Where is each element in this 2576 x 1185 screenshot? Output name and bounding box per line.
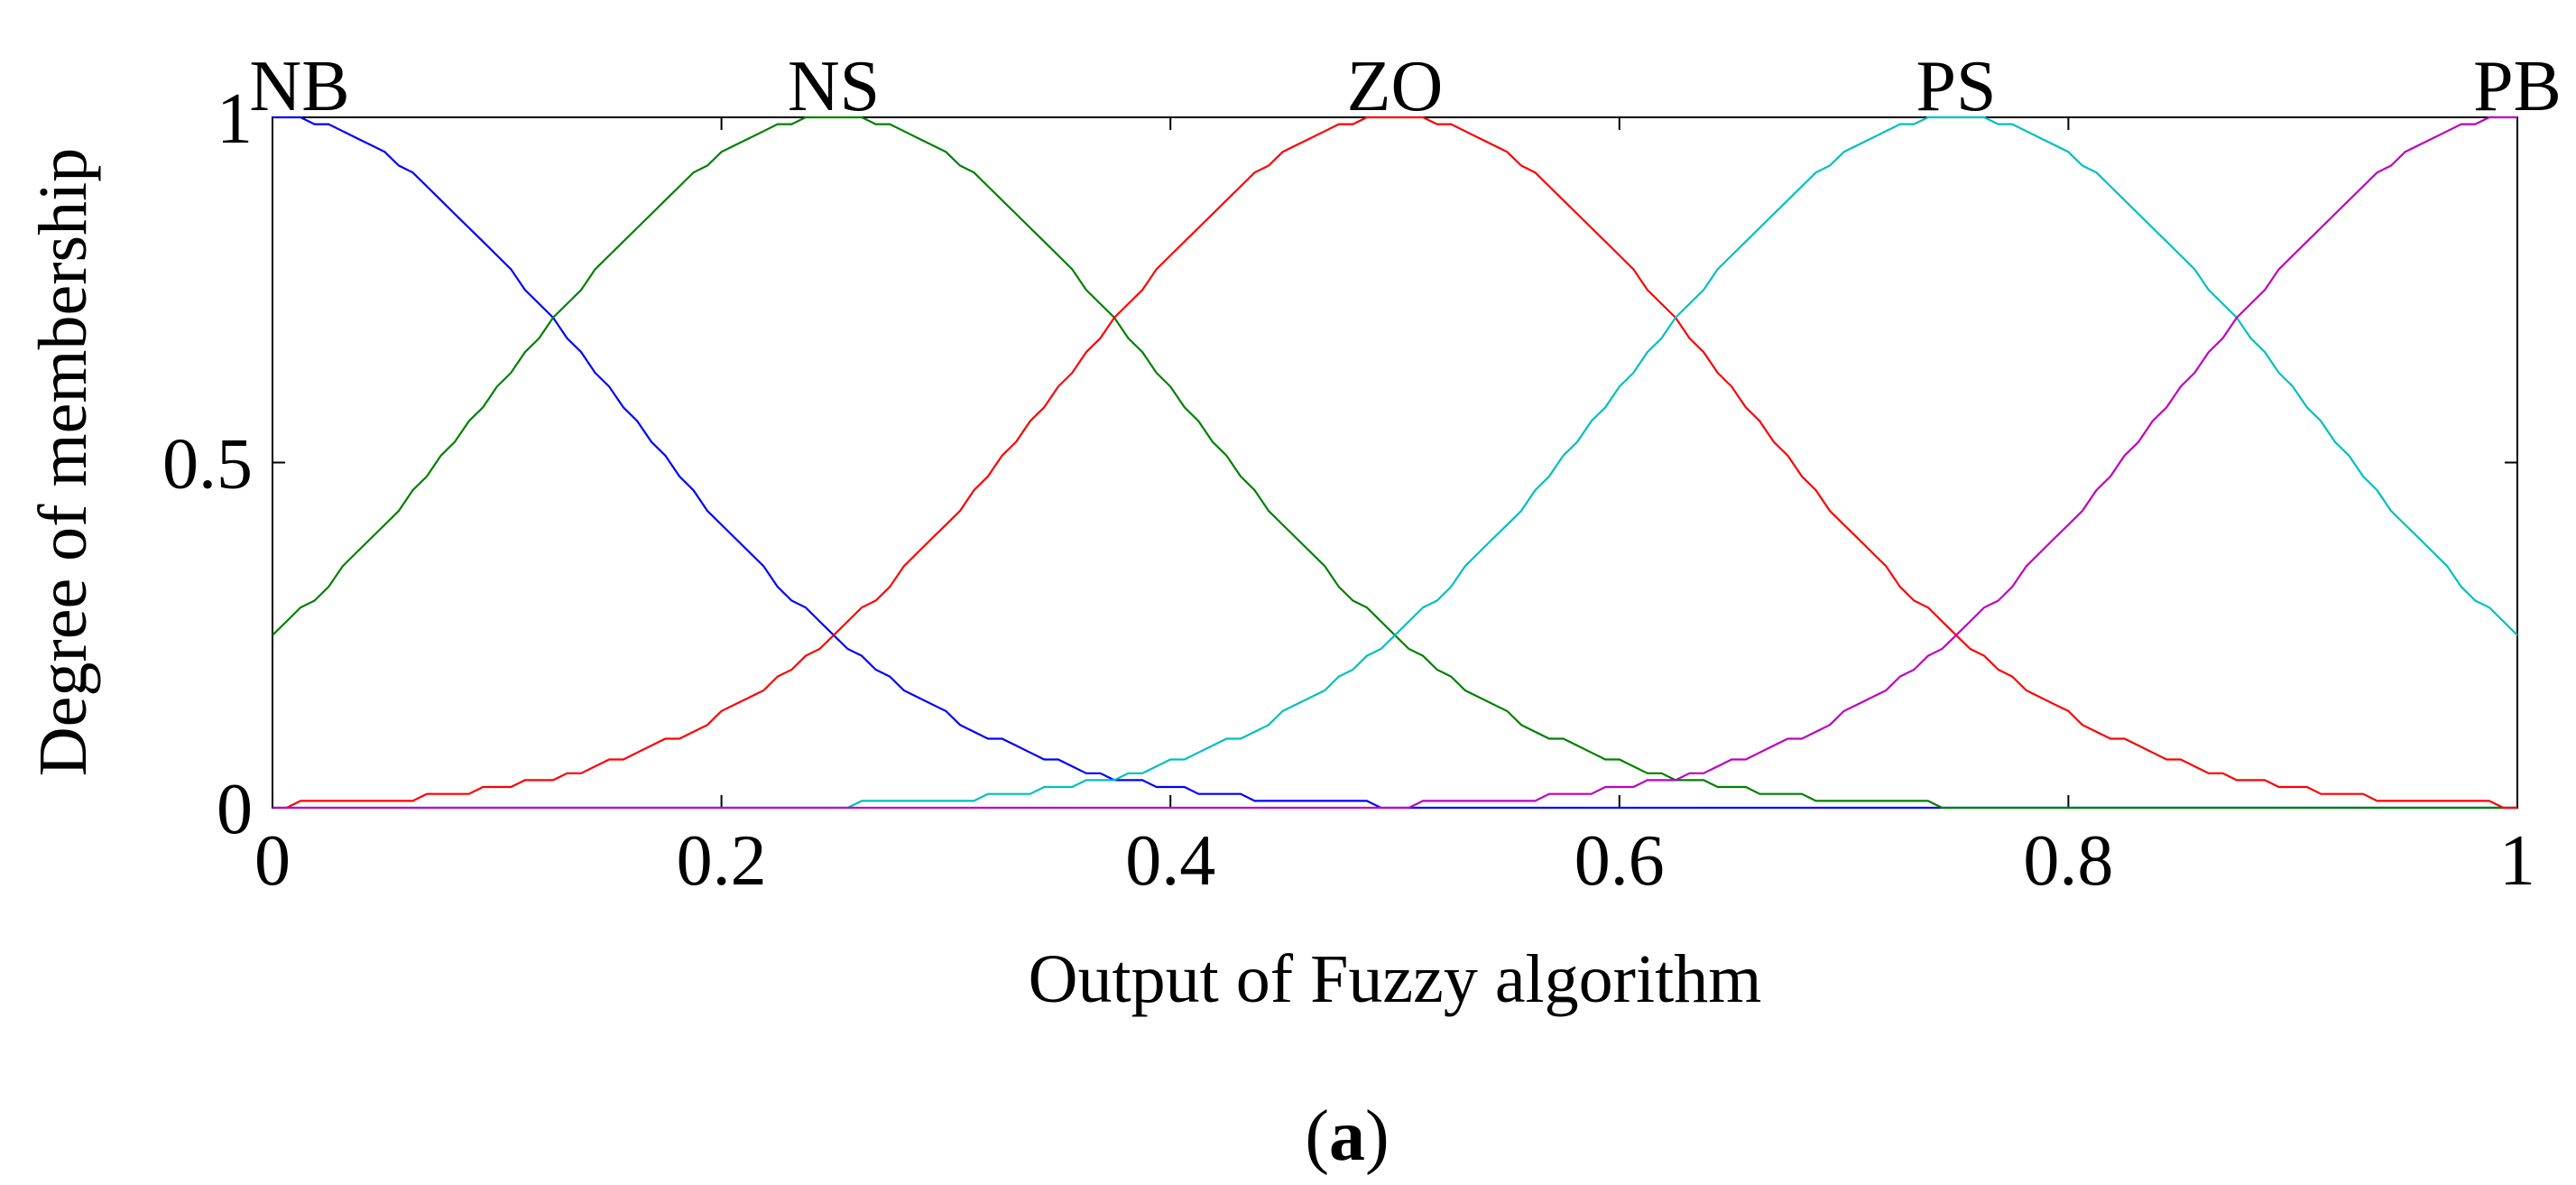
caption-close: ) [1365,1097,1390,1176]
series-label-ns: NS [788,47,880,126]
figure-caption: (a) [1305,1097,1389,1176]
series-line-zo [272,116,2517,810]
plot-area [272,116,2518,810]
y-axis-label: Degree of membership [25,148,101,776]
membership-labels: NB NS ZO PS PB [249,47,2562,126]
series-line-nb [272,116,2517,810]
series-line-ns [272,116,2517,810]
tick-marks [272,116,2518,809]
x-tick-labels: 0 0.2 0.4 0.6 0.8 1 [254,821,2535,901]
caption-letter: a [1329,1097,1365,1176]
series-label-ps: PS [1916,47,1997,126]
curves [272,116,2518,810]
x-tick-label: 0 [254,821,291,901]
x-tick-label: 0.8 [2023,821,2113,901]
y-tick-label: 1 [217,79,253,159]
series-label-pb: PB [2473,47,2562,126]
x-tick-label: 0.2 [677,821,767,901]
caption-open: ( [1305,1097,1329,1176]
y-tick-labels: 00.51 [162,79,253,849]
y-tick-label: 0 [217,770,253,849]
x-tick-label: 0.4 [1125,821,1215,901]
series-label-zo: ZO [1347,47,1444,126]
plot-frame [272,116,2518,809]
series-label-nb: NB [249,47,349,126]
series-line-pb [272,116,2517,810]
x-axis-label: Output of Fuzzy algorithm [1029,941,1762,1017]
x-tick-label: 0.6 [1574,821,1665,901]
y-tick-label: 0.5 [162,425,253,505]
x-tick-label: 1 [2499,821,2535,901]
series-line-ps [272,116,2518,810]
